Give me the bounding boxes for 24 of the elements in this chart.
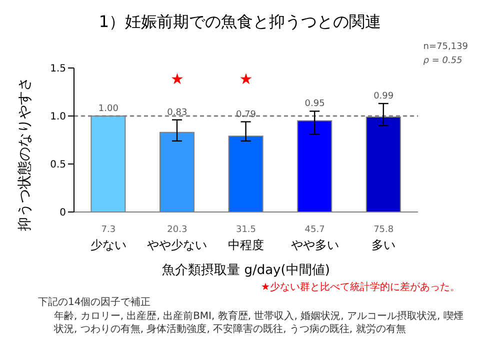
chart-title: 1）妊娠前期での魚食と抑うつとの関連 [98,12,382,33]
text: 年齢, カロリー, 出産歴, 出産前BMI, 教育歴, 世帯収入, 婚姻状況, アルコール摂取状況, 喫煙状況, つわりの有無, 身体活動強度, 不安障害の既往, うつ病の既往, 就労の有無 [54,310,464,336]
y-tick-label: 1.0 [50,112,66,123]
data-label: 0.79 [236,110,256,120]
text: n=75,139 [423,41,468,54]
text: 下記の14個の因子で補正 [38,296,151,309]
y-axis-title: 抑うつ状態のなりやすさ [16,76,34,233]
y-tick-label: 0.5 [50,160,66,171]
x-tick-label: 45.7 やや多い [290,225,339,252]
annotation: ★ [239,70,253,88]
y-tick-label: 1.5 [50,64,66,75]
x-axis-title: 魚介類摂取量 g/day(中間値) [162,263,330,278]
text: ★少ない群と比べて統計学的に差があった。 [261,280,460,294]
y-tick-label: 0 [60,208,66,219]
data-label: 0.95 [304,99,325,110]
annotation: ★ [170,70,184,88]
text: ρ = 0.55 [423,55,464,68]
x-tick-label: 20.3 やや少ない [147,225,208,252]
data-label: 1.00 [98,104,119,114]
data-label: 0.99 [374,92,394,102]
data-label: 0.83 [167,108,188,118]
x-tick-label: 31.5 中程度 [228,225,264,252]
x-tick-label: 7.3 少ない [90,225,126,252]
x-tick-label: 75.8 多い [372,225,396,252]
